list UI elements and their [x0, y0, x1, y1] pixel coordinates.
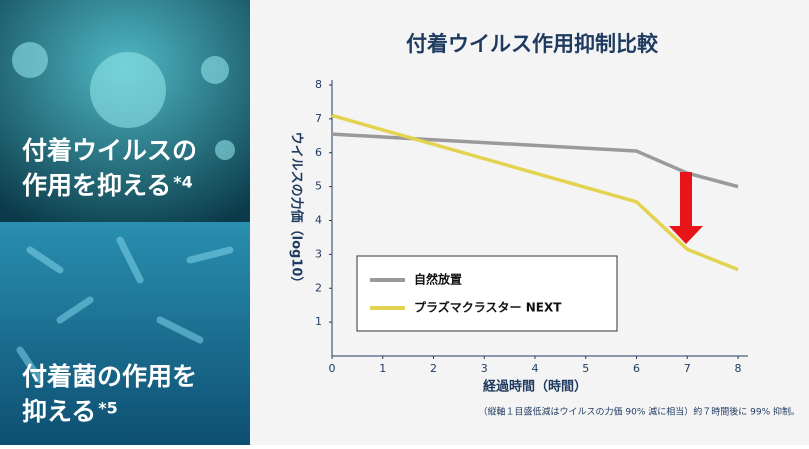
y-tick-label: 4: [315, 214, 322, 227]
chart-title: 付着ウイルス作用抑制比較: [406, 32, 659, 56]
y-tick-label: 6: [315, 146, 322, 159]
x-tick-label: 6: [633, 362, 640, 375]
x-axis-label: 経過時間（時間）: [483, 379, 587, 395]
y-tick-label: 8: [315, 78, 322, 91]
footnote: （縦軸１目盛低減はウイルスの力価 90% 減に相当）約７時間後に 99% 抑制。: [479, 406, 800, 418]
x-tick-label: 7: [684, 362, 691, 375]
y-tick-label: 1: [315, 315, 322, 328]
x-tick-label: 5: [582, 362, 589, 375]
panel-note: *5: [98, 399, 118, 418]
y-axis-label: ウイルスの力価（log10）: [289, 132, 305, 290]
series-line: [331, 113, 739, 272]
y-tick-label: 2: [315, 281, 322, 294]
x-tick-label: 0: [329, 362, 336, 375]
x-tick-label: 1: [379, 362, 386, 375]
y-tick-label: 7: [315, 112, 322, 125]
y-tick-label: 5: [315, 180, 322, 193]
series-line: [331, 132, 739, 189]
virus-decoration: [12, 42, 235, 160]
panel-note: *4: [173, 173, 193, 192]
panel-line: 抑える: [22, 397, 96, 426]
bacteria-decoration: [16, 236, 234, 384]
legend-box: [356, 255, 618, 332]
legend-label: プラズマクラスター NEXT: [414, 300, 562, 315]
panel-line: 付着菌の作用を: [22, 362, 197, 391]
panel-line: 作用を抑える: [22, 171, 171, 200]
legend-label: 自然放置: [414, 272, 462, 287]
x-tick-label: 4: [532, 362, 539, 375]
y-tick-label: 3: [315, 247, 322, 260]
chart: 1 2 3 4 5 6 7 8 0 1 2 3 4 5 6 7 8 経過時間（時間） ウイルスの力価（log10） （…: [289, 78, 801, 418]
x-tick-label: 3: [481, 362, 488, 375]
x-tick-label: 8: [735, 362, 742, 375]
x-tick-label: 2: [430, 362, 437, 375]
reduction-arrow: [669, 172, 703, 244]
panel-line: 付着ウイルスの: [22, 136, 197, 165]
